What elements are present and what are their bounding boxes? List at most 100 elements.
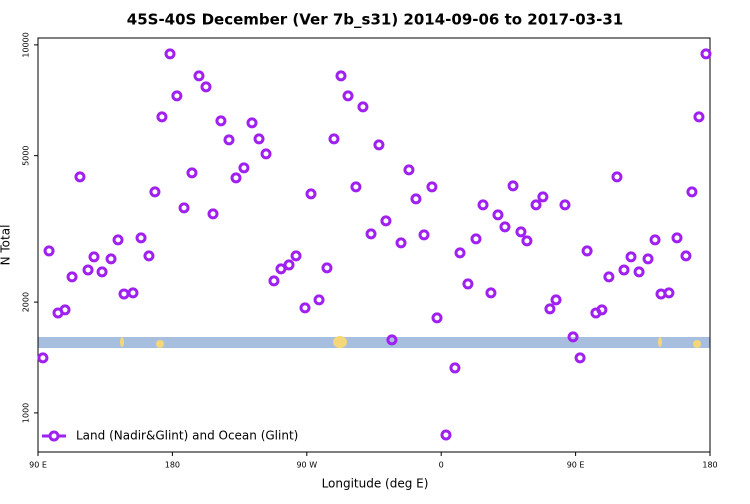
point (603, 271, 615, 283)
chart-title: 45S-40S December (Ver 7b_s31) 2014-09-06… (127, 11, 623, 29)
point (43, 245, 55, 257)
point (112, 234, 124, 246)
y-tick-label: 1000 (22, 403, 31, 423)
x-tick-label: 0 (439, 461, 444, 470)
point (328, 133, 340, 145)
point (550, 294, 562, 306)
point (299, 302, 311, 314)
point (305, 188, 317, 200)
point (171, 90, 183, 102)
land-patch (693, 340, 701, 348)
legend-marker (48, 430, 60, 442)
point (386, 334, 398, 346)
point (454, 247, 466, 259)
point (230, 172, 242, 184)
point (470, 233, 482, 245)
point (403, 164, 415, 176)
point (544, 303, 556, 315)
point (462, 278, 474, 290)
x-tick-label: 180 (165, 461, 180, 470)
point (507, 180, 519, 192)
point (82, 264, 94, 276)
x-tick-label: 90 W (296, 461, 317, 470)
point (156, 111, 168, 123)
land-patch (120, 337, 124, 347)
x-tick-label: 180 (702, 461, 717, 470)
point (275, 263, 287, 275)
point (625, 251, 637, 263)
point (581, 245, 593, 257)
land-patch (156, 340, 164, 348)
point (642, 253, 654, 265)
point (88, 251, 100, 263)
y-tick-label: 10000 (22, 32, 31, 57)
point (365, 228, 377, 240)
x-tick-label: 90 E (567, 461, 585, 470)
point (66, 271, 78, 283)
point (426, 181, 438, 193)
point (410, 193, 422, 205)
point (686, 186, 698, 198)
point (74, 171, 86, 183)
y-axis-label: N Total (0, 225, 13, 266)
x-axis-label: Longitude (deg E) (322, 477, 429, 491)
point (567, 331, 579, 343)
land-ocean-strip (38, 336, 710, 348)
point (59, 304, 71, 316)
point (680, 250, 692, 262)
x-tick-label: 90 E (29, 461, 47, 470)
y-tick-label: 5000 (22, 145, 31, 165)
land-patch (658, 337, 662, 347)
point (246, 117, 258, 129)
point (492, 209, 504, 221)
point (418, 229, 430, 241)
point (283, 259, 295, 271)
point (313, 294, 325, 306)
point (223, 134, 235, 146)
point (521, 235, 533, 247)
y-tick-label: 2000 (22, 292, 31, 312)
point (149, 186, 161, 198)
point (537, 191, 549, 203)
point (485, 287, 497, 299)
legend-label: Land (Nadir&Glint) and Ocean (Glint) (76, 429, 298, 443)
point (618, 264, 630, 276)
point (260, 148, 272, 160)
point (200, 81, 212, 93)
point (357, 101, 369, 113)
point (477, 199, 489, 211)
point (290, 250, 302, 262)
point (207, 208, 219, 220)
point (431, 312, 443, 324)
point (380, 215, 392, 227)
point (96, 266, 108, 278)
point (127, 287, 139, 299)
point (350, 181, 362, 193)
point (663, 287, 675, 299)
point (164, 48, 176, 60)
point (395, 237, 407, 249)
point (193, 70, 205, 82)
point (649, 234, 661, 246)
land-patch (333, 336, 347, 348)
point (135, 232, 147, 244)
point (186, 167, 198, 179)
point (671, 232, 683, 244)
point (530, 199, 542, 211)
point (515, 226, 527, 238)
plot-frame (37, 37, 711, 453)
point (596, 304, 608, 316)
point (574, 352, 586, 364)
point (178, 202, 190, 214)
point (37, 352, 49, 364)
point (559, 199, 571, 211)
point (440, 429, 452, 441)
point (611, 171, 623, 183)
ocean-band (38, 337, 710, 348)
point (238, 162, 250, 174)
point (215, 115, 227, 127)
point (693, 111, 705, 123)
point (700, 48, 712, 60)
